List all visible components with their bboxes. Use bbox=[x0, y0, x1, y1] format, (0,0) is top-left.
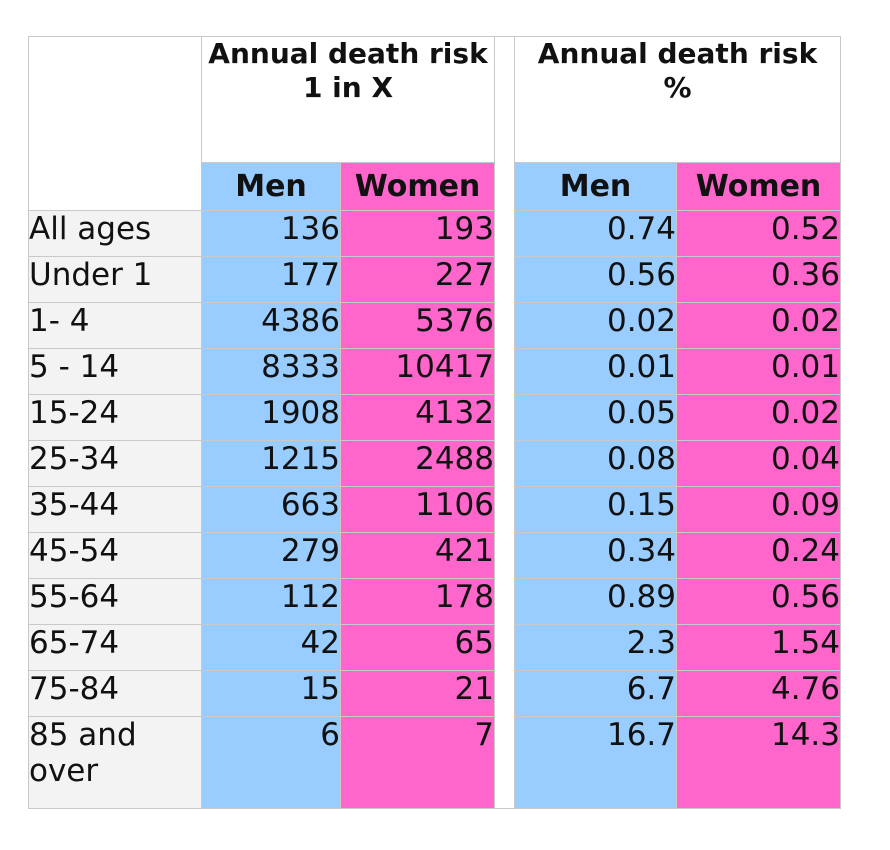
table-row: 55-64 112 178 0.89 0.56 bbox=[28, 578, 841, 625]
age-label: 25-34 bbox=[28, 440, 202, 487]
table-row: 35-44 663 1106 0.15 0.09 bbox=[28, 486, 841, 533]
women-percent-cell: 0.02 bbox=[676, 302, 841, 349]
women-one-in-x-cell: 2488 bbox=[340, 440, 495, 487]
age-label: 45-54 bbox=[28, 532, 202, 579]
men-percent-cell: 6.7 bbox=[514, 670, 677, 717]
men-one-in-x-cell: 177 bbox=[201, 256, 341, 303]
men-one-in-x-cell: 136 bbox=[201, 210, 341, 257]
women-one-in-x-cell: 4132 bbox=[340, 394, 495, 441]
women-one-in-x-cell: 421 bbox=[340, 532, 495, 579]
men-percent-cell: 16.7 bbox=[514, 716, 677, 809]
table-row: 5 - 14 8333 10417 0.01 0.01 bbox=[28, 348, 841, 395]
men-one-in-x-cell: 663 bbox=[201, 486, 341, 533]
table-row: Under 1 177 227 0.56 0.36 bbox=[28, 256, 841, 303]
header-one-in-x-line2: 1 in X bbox=[302, 71, 394, 104]
age-label: 55-64 bbox=[28, 578, 202, 625]
women-percent-cell: 0.09 bbox=[676, 486, 841, 533]
header-one-in-x-line1: Annual death risk bbox=[208, 37, 488, 70]
table-row: 45-54 279 421 0.34 0.24 bbox=[28, 532, 841, 579]
women-one-in-x-cell: 178 bbox=[340, 578, 495, 625]
women-one-in-x-cell: 193 bbox=[340, 210, 495, 257]
age-label: 65-74 bbox=[28, 624, 202, 671]
women-percent-cell: 0.02 bbox=[676, 394, 841, 441]
women-one-in-x-cell: 65 bbox=[340, 624, 495, 671]
women-percent-cell: 1.54 bbox=[676, 624, 841, 671]
men-one-in-x-cell: 15 bbox=[201, 670, 341, 717]
women-header: Women bbox=[676, 162, 841, 211]
women-percent-cell: 14.3 bbox=[676, 716, 841, 809]
age-label: 5 - 14 bbox=[28, 348, 202, 395]
table-row: 65-74 42 65 2.3 1.54 bbox=[28, 624, 841, 671]
table-row: All ages 136 193 0.74 0.52 bbox=[28, 210, 841, 257]
women-one-in-x-cell: 227 bbox=[340, 256, 495, 303]
group-header-row: Annual death risk 1 in X Annual death ri… bbox=[28, 36, 841, 809]
men-percent-cell: 2.3 bbox=[514, 624, 677, 671]
men-one-in-x-cell: 6 bbox=[201, 716, 341, 809]
age-label: 35-44 bbox=[28, 486, 202, 533]
age-label: 75-84 bbox=[28, 670, 202, 717]
women-one-in-x-cell: 7 bbox=[340, 716, 495, 809]
table-row: 75-84 15 21 6.7 4.76 bbox=[28, 670, 841, 717]
header-percent-line1: Annual death risk bbox=[537, 37, 818, 70]
women-one-in-x-cell: 10417 bbox=[340, 348, 495, 395]
women-percent-cell: 0.36 bbox=[676, 256, 841, 303]
death-risk-table: Annual death risk 1 in X Annual death ri… bbox=[28, 36, 841, 809]
men-one-in-x-cell: 279 bbox=[201, 532, 341, 579]
women-percent-cell: 0.56 bbox=[676, 578, 841, 625]
men-percent-cell: 0.02 bbox=[514, 302, 677, 349]
men-percent-cell: 0.08 bbox=[514, 440, 677, 487]
men-one-in-x-cell: 1908 bbox=[201, 394, 341, 441]
men-percent-cell: 0.34 bbox=[514, 532, 677, 579]
men-one-in-x-cell: 8333 bbox=[201, 348, 341, 395]
age-label: 15-24 bbox=[28, 394, 202, 441]
header-percent-line2: % bbox=[663, 71, 692, 104]
header-one-in-x: Annual death risk 1 in X bbox=[201, 36, 495, 163]
table-row: 25-34 1215 2488 0.08 0.04 bbox=[28, 440, 841, 487]
table-row: 1- 4 4386 5376 0.02 0.02 bbox=[28, 302, 841, 349]
men-header: Men bbox=[514, 162, 677, 211]
men-percent-cell: 0.15 bbox=[514, 486, 677, 533]
column-gap bbox=[494, 36, 515, 809]
women-percent-cell: 0.01 bbox=[676, 348, 841, 395]
men-one-in-x-cell: 4386 bbox=[201, 302, 341, 349]
men-percent-cell: 0.05 bbox=[514, 394, 677, 441]
women-one-in-x-cell: 1106 bbox=[340, 486, 495, 533]
table-row: 15-24 1908 4132 0.05 0.02 bbox=[28, 394, 841, 441]
header-percent: Annual death risk % bbox=[514, 36, 841, 163]
men-one-in-x-cell: 1215 bbox=[201, 440, 341, 487]
women-percent-cell: 0.04 bbox=[676, 440, 841, 487]
age-label: All ages bbox=[28, 210, 202, 257]
table-row: 85 and over 6 7 16.7 14.3 bbox=[28, 716, 841, 809]
corner-cell bbox=[28, 36, 202, 211]
men-percent-cell: 0.56 bbox=[514, 256, 677, 303]
women-one-in-x-cell: 21 bbox=[340, 670, 495, 717]
women-one-in-x-cell: 5376 bbox=[340, 302, 495, 349]
men-percent-cell: 0.01 bbox=[514, 348, 677, 395]
men-percent-cell: 0.74 bbox=[514, 210, 677, 257]
age-label: 85 and over bbox=[28, 716, 202, 809]
men-one-in-x-cell: 112 bbox=[201, 578, 341, 625]
women-percent-cell: 0.24 bbox=[676, 532, 841, 579]
age-label: Under 1 bbox=[28, 256, 202, 303]
men-header: Men bbox=[201, 162, 341, 211]
men-one-in-x-cell: 42 bbox=[201, 624, 341, 671]
men-percent-cell: 0.89 bbox=[514, 578, 677, 625]
women-percent-cell: 0.52 bbox=[676, 210, 841, 257]
sub-header-row: Men Women Men Women bbox=[29, 162, 841, 211]
age-label: 1- 4 bbox=[28, 302, 202, 349]
women-percent-cell: 4.76 bbox=[676, 670, 841, 717]
women-header: Women bbox=[340, 162, 495, 211]
